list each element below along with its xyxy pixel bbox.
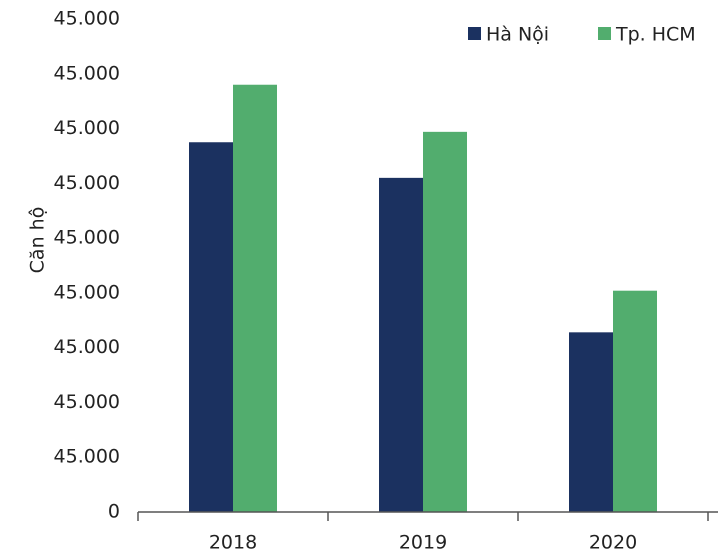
x-tick-label: 2019	[399, 532, 447, 554]
x-tick-label: 2020	[589, 532, 637, 554]
bar	[189, 142, 233, 512]
bar	[233, 84, 277, 512]
legend-swatch	[468, 27, 481, 40]
y-tick-label: 45.000	[54, 391, 120, 413]
x-tick-label: 2018	[209, 532, 257, 554]
y-tick-label: 45.000	[54, 8, 120, 30]
y-tick-label: 45.000	[54, 62, 120, 84]
y-axis-label: Căn hộ	[27, 207, 49, 274]
y-tick-label: 45.000	[54, 281, 120, 303]
bar	[569, 332, 613, 512]
y-tick-label: 45.000	[54, 446, 120, 468]
y-tick-label: 45.000	[54, 227, 120, 249]
y-tick-label: 0	[108, 501, 120, 523]
legend-swatch	[598, 27, 611, 40]
legend-label: Hà Nội	[486, 24, 549, 46]
y-tick-label: 45.000	[54, 117, 120, 139]
legend-label: Tp. HCM	[615, 24, 696, 46]
bar	[379, 177, 423, 512]
bar	[423, 131, 467, 512]
bar	[613, 290, 657, 512]
y-tick-label: 45.000	[54, 336, 120, 358]
y-tick-label: 45.000	[54, 172, 120, 194]
